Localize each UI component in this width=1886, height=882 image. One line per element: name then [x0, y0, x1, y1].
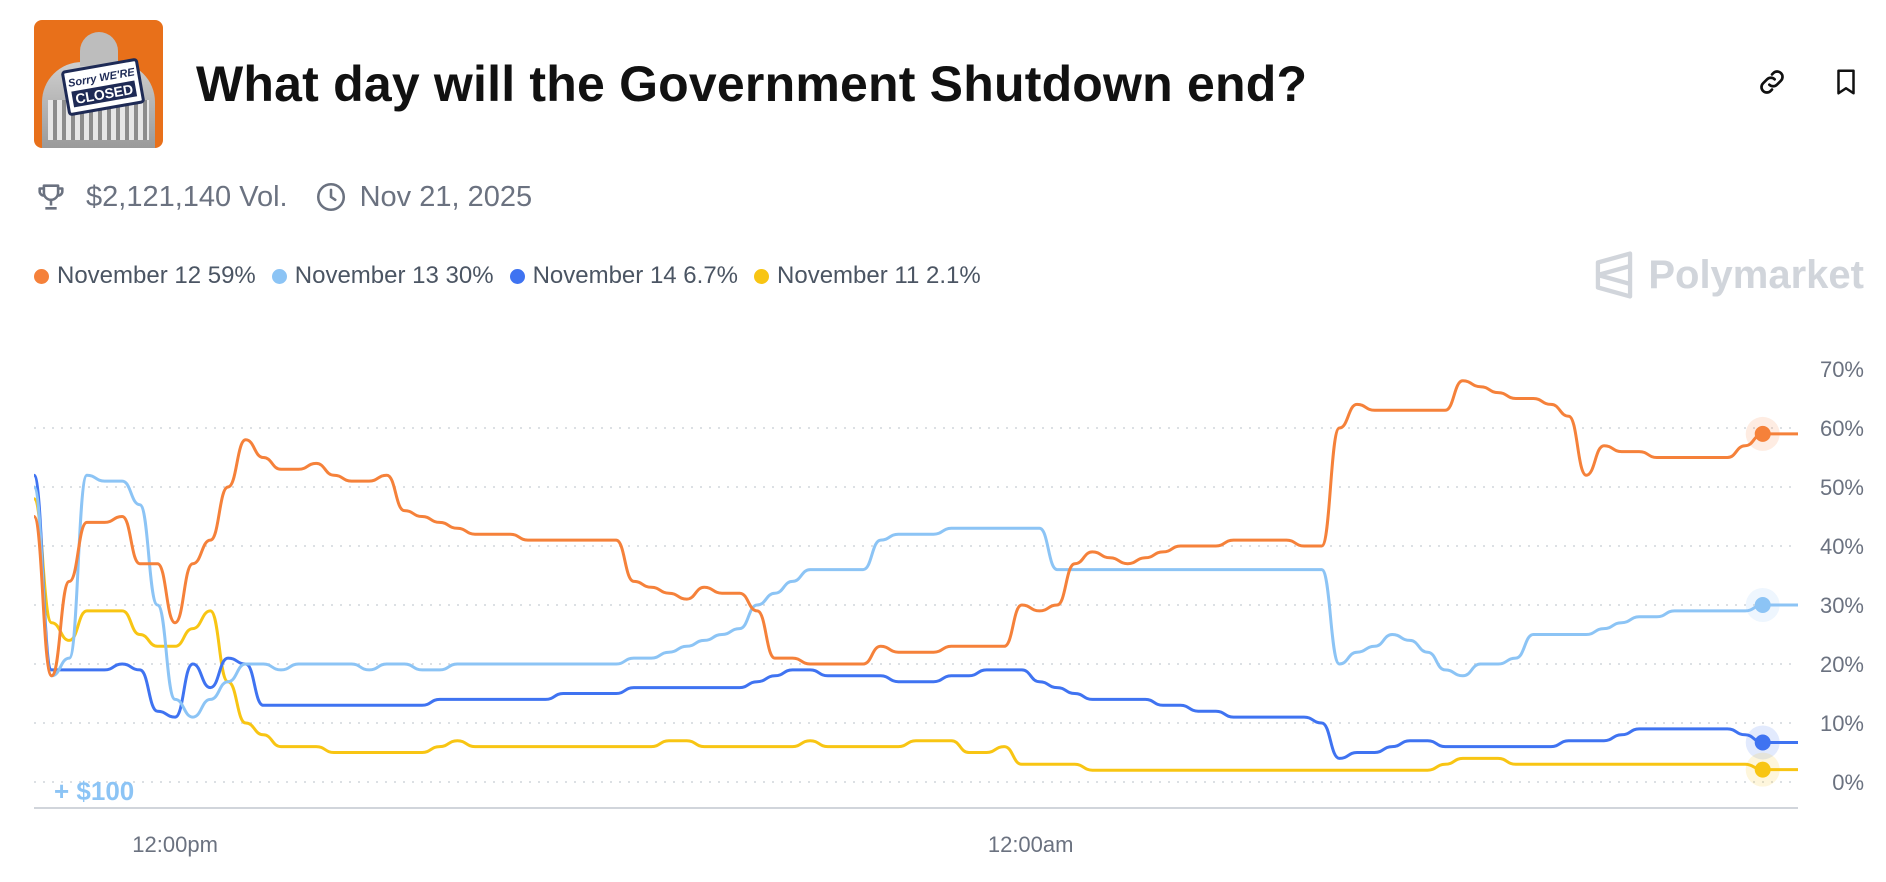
endpoint-dot-november-13[interactable] [1754, 597, 1771, 613]
chart-grid [34, 427, 1798, 783]
chart-legend: November 12 59% November 13 30% November… [34, 262, 997, 290]
polymarket-logo-icon [1596, 251, 1633, 299]
legend-dot [34, 268, 49, 284]
y-axis-ticks: 0% 10% 20% 30% 40% 50% 60% 70% [1820, 357, 1864, 795]
market-meta: $2,121,140 Vol. Nov 21, 2025 [34, 180, 532, 214]
price-chart[interactable]: 0% 10% 20% 30% 40% 50% 60% 70% 12:00pm 12:00am +… [0, 340, 1886, 870]
legend-label: November 12 59% [57, 262, 256, 289]
series-line-november-14[interactable] [32, 473, 1798, 760]
volume-text: $2,121,140 Vol. [86, 180, 288, 213]
y-tick-label: 0% [1832, 770, 1864, 795]
market-header: Sorry WE'RE CLOSED What day will the Gov… [34, 20, 1307, 148]
y-tick-label: 30% [1820, 593, 1864, 618]
chart-endpoints [1745, 416, 1780, 787]
y-tick-label: 20% [1820, 652, 1864, 677]
series-line-november-12[interactable] [32, 379, 1798, 678]
legend-label: November 14 6.7% [532, 262, 739, 289]
legend-dot [754, 268, 770, 284]
copy-link-button[interactable] [1754, 64, 1790, 100]
x-tick-label: 12:00pm [132, 832, 218, 857]
bookmark-icon [1837, 69, 1855, 95]
legend-entry-november-14[interactable]: November 14 6.7% [509, 262, 739, 290]
legend-dot [271, 268, 287, 284]
brand-name: Polymarket [1648, 252, 1864, 297]
end-date-stat: Nov 21, 2025 [314, 180, 533, 214]
endpoint-dot-november-14[interactable] [1754, 734, 1771, 751]
endpoint-dot-november-12[interactable] [1754, 425, 1771, 442]
trophy-icon [38, 184, 64, 210]
legend-label: November 13 30% [294, 262, 494, 289]
y-tick-label: 70% [1820, 357, 1864, 382]
link-icon [1760, 70, 1784, 94]
clock-icon [316, 182, 345, 212]
market-image[interactable]: Sorry WE'RE CLOSED [34, 20, 163, 148]
y-tick-label: 10% [1820, 711, 1864, 736]
polymarket-brand[interactable]: Polymarket [1592, 250, 1864, 300]
stake-label: + $100 [54, 776, 134, 806]
y-tick-label: 40% [1820, 534, 1864, 559]
x-axis-ticks: 12:00pm 12:00am [132, 832, 1073, 857]
legend-entry-november-13[interactable]: November 13 30% [271, 262, 494, 290]
capitol-dome-graphic [80, 32, 118, 66]
y-tick-label: 60% [1820, 416, 1864, 441]
endpoint-dot-november-11[interactable] [1754, 761, 1771, 778]
legend-entry-november-12[interactable]: November 12 59% [34, 262, 256, 290]
legend-dot [509, 268, 525, 284]
series-line-november-13[interactable] [32, 473, 1798, 719]
legend-entry-november-11[interactable]: November 11 2.1% [754, 262, 981, 290]
bookmark-button[interactable] [1828, 64, 1864, 100]
page-title: What day will the Government Shutdown en… [196, 56, 1308, 112]
legend-label: November 11 2.1% [777, 262, 981, 289]
x-tick-label: 12:00am [988, 832, 1074, 857]
series-line-november-11[interactable] [32, 497, 1798, 772]
header-actions [1754, 64, 1864, 100]
chart-series-lines [32, 379, 1798, 772]
end-date-text: Nov 21, 2025 [359, 180, 533, 213]
volume-stat: $2,121,140 Vol. [34, 180, 288, 214]
y-tick-label: 50% [1820, 475, 1864, 500]
